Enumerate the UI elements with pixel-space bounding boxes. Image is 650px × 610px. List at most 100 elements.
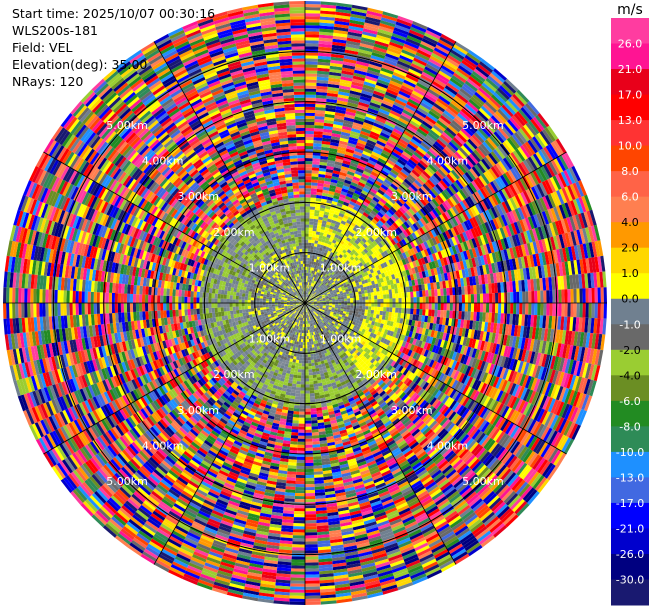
velocity-gate [326,263,330,268]
velocity-gate [331,267,336,272]
velocity-gate [317,272,321,277]
velocity-gate [421,98,434,108]
velocity-gate [316,88,328,93]
velocity-gate [333,211,340,216]
velocity-gate [437,39,453,50]
velocity-gate [317,266,321,270]
velocity-gate [396,60,411,69]
velocity-gate [522,291,526,303]
velocity-gate [385,53,400,61]
velocity-gate [321,223,327,228]
velocity-gate [346,206,353,212]
velocity-gate [395,63,410,72]
velocity-gate [435,44,450,55]
velocity-gate [359,303,363,307]
velocity-gate [312,290,315,294]
velocity-gate [371,96,383,103]
velocity-gate [311,179,318,183]
velocity-gate [409,95,422,105]
velocity-gate [305,79,317,83]
velocity-gate [594,287,598,303]
velocity-gate [339,193,347,199]
velocity-gate [367,159,377,166]
velocity-gate [317,67,330,72]
velocity-gate [328,71,342,77]
velocity-gate [449,77,463,88]
velocity-gate [354,147,364,154]
velocity-gate [411,23,427,33]
velocity-gate [329,225,335,230]
velocity-gate [519,291,523,303]
velocity-gate [363,198,371,205]
velocity-gate [360,176,369,182]
velocity-gate [333,121,344,126]
velocity-gate [374,119,385,127]
velocity-gate [348,136,359,143]
velocity-gate [337,97,349,103]
velocity-gate [305,16,321,20]
velocity-gate [344,179,352,185]
velocity-gate [368,299,372,303]
velocity-gate [426,27,443,37]
velocity-gate [342,249,347,254]
velocity-gate [319,158,328,163]
velocity-gate [363,119,375,126]
velocity-gate [440,310,444,318]
velocity-gate [330,206,336,212]
velocity-gate [321,198,327,203]
velocity-gate [305,52,319,56]
velocity-gate [600,287,604,303]
velocity-gate [306,294,308,298]
velocity-gate [333,29,348,35]
velocity-gate [366,69,380,77]
velocity-gate [319,267,323,271]
velocity-gate [318,213,324,218]
velocity-gate [310,203,316,207]
velocity-gate [326,165,334,171]
velocity-gate [425,63,440,73]
velocity-gate [323,180,331,185]
velocity-gate [570,303,574,318]
velocity-gate [361,308,366,313]
velocity-gate [558,303,562,317]
velocity-gate [316,228,321,233]
velocity-gate [308,291,311,295]
velocity-gate [390,133,401,141]
velocity-gate [407,32,423,41]
velocity-gate [317,52,332,57]
velocity-gate [319,281,323,285]
velocity-gate [305,218,310,222]
velocity-gate [425,296,429,303]
velocity-gate [312,277,315,281]
velocity-gate [331,175,339,181]
velocity-gate [323,125,333,130]
velocity-gate [374,303,378,307]
velocity-gate [322,137,331,142]
velocity-gate [403,106,416,115]
velocity-gate [431,303,435,310]
velocity-gate [335,109,346,114]
velocity-gate [327,156,336,162]
velocity-gate [379,131,391,139]
velocity-gate [358,234,364,241]
velocity-gate [334,161,343,166]
velocity-gate [400,135,411,144]
velocity-gate [311,182,318,186]
velocity-gate [374,84,388,92]
velocity-gate [395,298,399,303]
velocity-gate [480,58,496,71]
velocity-gate [368,104,380,112]
velocity-gate [491,303,496,313]
velocity-gate [431,105,444,115]
velocity-gate [305,293,307,298]
velocity-gate [328,187,336,193]
velocity-gate [334,14,351,20]
velocity-gate [349,162,359,168]
velocity-gate [305,4,321,8]
velocity-gate [357,139,367,146]
velocity-gate [347,28,363,35]
velocity-gate [337,146,347,152]
velocity-gate [310,191,317,195]
velocity-gate [335,8,352,14]
velocity-gate [310,273,313,277]
